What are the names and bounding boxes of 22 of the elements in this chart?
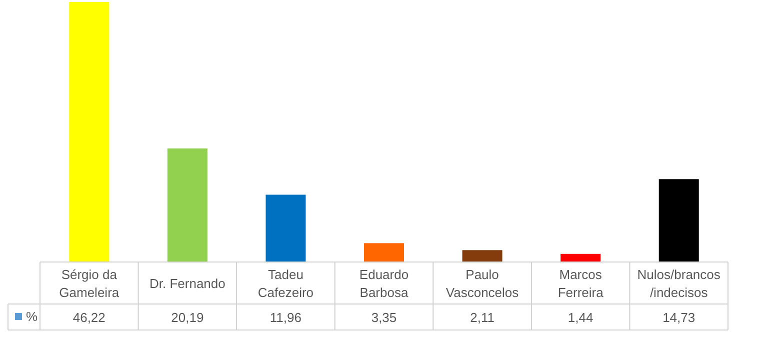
data-label: 20,19 <box>171 310 204 325</box>
data-label: 2,11 <box>470 310 494 325</box>
bar <box>364 243 404 262</box>
x-tick-label: Marcos Ferreira <box>558 267 604 300</box>
bar <box>658 179 699 262</box>
x-tick-label: Tadeu Cafezeiro <box>258 267 314 300</box>
bar <box>462 250 502 262</box>
data-label: 11,96 <box>270 310 302 325</box>
bar <box>167 148 208 262</box>
x-tick-label: Paulo Vasconcelos <box>446 267 520 300</box>
bar <box>560 254 601 262</box>
x-tick-label: Dr. Fernando <box>149 276 226 291</box>
data-label: 46,22 <box>72 310 106 325</box>
data-label: 1,44 <box>568 310 594 325</box>
x-tick-label: Eduardo Barbosa <box>359 267 409 300</box>
bar <box>266 194 306 262</box>
bar <box>69 2 110 262</box>
x-tick-label: Nulos/brancos /indecisos <box>637 267 721 300</box>
data-label: 14,73 <box>662 310 696 325</box>
data-label: 3,35 <box>371 310 397 325</box>
text: % <box>26 309 38 324</box>
x-tick-label: Sérgio da Gameleira <box>59 267 120 300</box>
